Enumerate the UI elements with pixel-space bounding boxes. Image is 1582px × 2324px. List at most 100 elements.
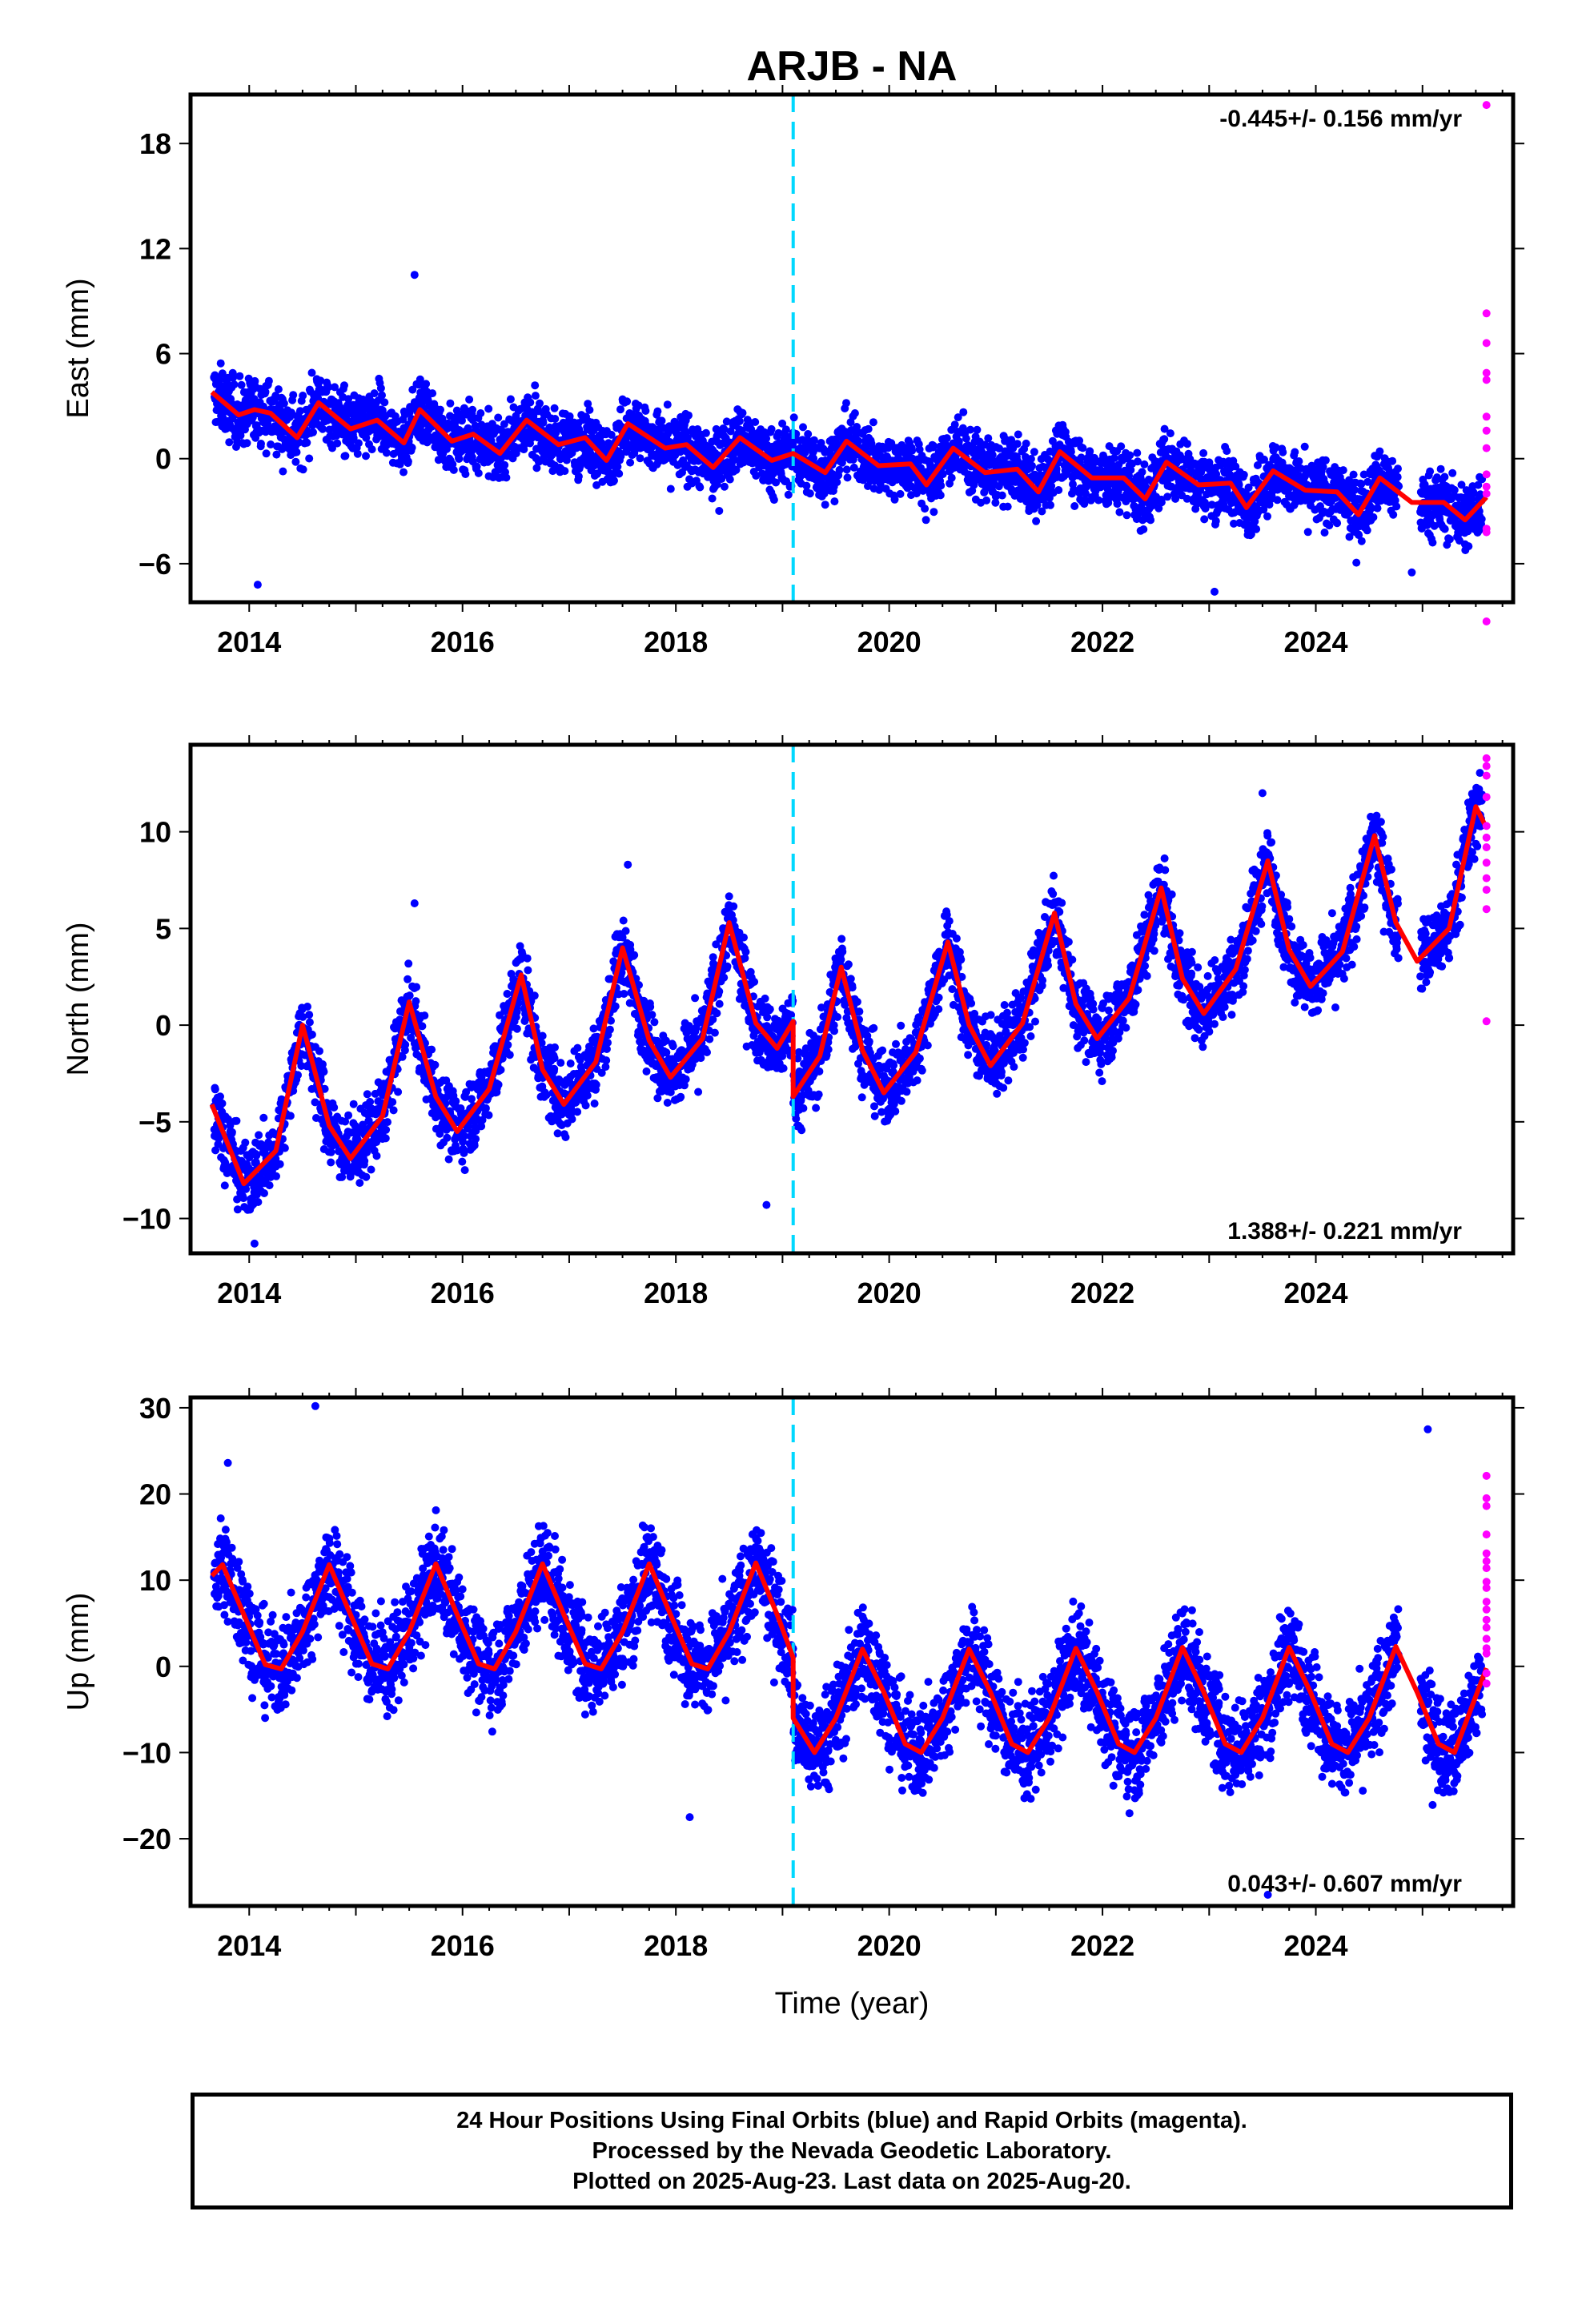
final-orbit-point bbox=[1110, 454, 1118, 462]
final-orbit-point bbox=[954, 437, 963, 446]
final-orbit-point bbox=[1077, 453, 1086, 462]
final-orbit-point bbox=[532, 464, 541, 472]
final-orbit-point bbox=[915, 445, 924, 454]
final-orbit-point bbox=[1352, 558, 1361, 567]
final-orbit-point bbox=[1321, 456, 1330, 464]
final-orbit-point bbox=[1211, 517, 1220, 525]
final-orbit-point bbox=[817, 439, 825, 447]
final-orbit-point bbox=[1391, 496, 1399, 505]
final-orbit-point bbox=[422, 380, 431, 388]
final-orbit-point bbox=[324, 383, 333, 392]
final-orbit-point bbox=[305, 1011, 314, 1019]
final-orbit-point bbox=[232, 1116, 241, 1125]
final-orbit-point bbox=[531, 392, 540, 400]
final-orbit-point bbox=[476, 409, 485, 417]
final-orbit-point bbox=[261, 388, 270, 396]
final-orbit-point bbox=[772, 478, 781, 487]
final-orbit-point bbox=[416, 375, 424, 384]
final-orbit-point bbox=[506, 395, 515, 404]
final-orbit-point bbox=[896, 489, 905, 498]
final-orbit-point bbox=[376, 384, 385, 392]
final-orbit-point bbox=[360, 1156, 369, 1165]
rapid-orbit-point bbox=[1482, 470, 1491, 479]
final-orbit-point bbox=[616, 452, 625, 460]
final-orbit-point bbox=[412, 983, 421, 991]
final-orbit-point bbox=[1464, 542, 1473, 551]
final-orbit-point bbox=[784, 490, 793, 499]
final-orbit-point bbox=[1163, 493, 1172, 501]
x-tick-label: 2022 bbox=[1070, 625, 1134, 658]
final-orbit-point bbox=[1279, 448, 1287, 456]
final-orbit-point bbox=[444, 1155, 453, 1164]
final-orbit-point bbox=[833, 478, 841, 487]
final-orbit-point bbox=[349, 1100, 358, 1108]
final-orbit-point bbox=[446, 399, 455, 408]
final-orbit-point bbox=[1426, 467, 1435, 476]
final-orbit-point bbox=[455, 455, 464, 463]
final-orbit-point bbox=[378, 391, 386, 400]
final-orbit-point bbox=[998, 491, 1006, 500]
final-orbit-point bbox=[265, 1181, 274, 1190]
final-orbit-point bbox=[1351, 485, 1359, 494]
final-orbit-point bbox=[991, 498, 1000, 507]
final-orbit-point bbox=[1066, 448, 1075, 456]
final-orbit-point bbox=[930, 441, 938, 450]
final-orbit-point bbox=[1440, 472, 1449, 481]
final-orbit-point bbox=[1375, 447, 1384, 456]
final-orbit-point bbox=[551, 415, 560, 423]
final-orbit-point bbox=[338, 1172, 347, 1181]
final-orbit-point bbox=[418, 1022, 427, 1031]
final-orbit-point bbox=[1392, 502, 1401, 511]
final-orbit-point bbox=[291, 457, 300, 466]
rapid-orbit-point bbox=[1482, 444, 1491, 452]
final-orbit-point bbox=[1271, 443, 1280, 452]
rapid-orbit-point bbox=[1482, 617, 1491, 625]
x-tick-label: 2016 bbox=[431, 625, 495, 658]
final-orbit-point bbox=[235, 372, 244, 380]
final-orbit-point bbox=[607, 430, 616, 439]
final-orbit-point bbox=[1367, 504, 1376, 513]
final-orbit-point bbox=[311, 1098, 319, 1107]
final-orbit-point bbox=[1003, 502, 1012, 511]
final-orbit-point bbox=[388, 1098, 397, 1107]
rapid-orbit-point bbox=[1482, 376, 1491, 384]
final-orbit-point bbox=[289, 391, 298, 400]
final-orbit-point bbox=[254, 1198, 263, 1206]
final-orbit-point bbox=[1428, 538, 1437, 547]
final-orbit-point bbox=[1157, 498, 1166, 507]
final-orbit-point bbox=[253, 581, 262, 589]
final-orbit-point bbox=[853, 423, 861, 431]
final-orbit-point bbox=[950, 420, 959, 429]
final-orbit-point bbox=[593, 469, 602, 478]
final-orbit-point bbox=[767, 424, 776, 433]
final-orbit-point bbox=[982, 496, 991, 505]
rate-annotation: -0.445+/- 0.156 mm/yr bbox=[1219, 106, 1462, 132]
final-orbit-point bbox=[1126, 451, 1134, 460]
final-orbit-point bbox=[259, 1113, 268, 1122]
final-orbit-point bbox=[309, 428, 317, 436]
final-orbit-point bbox=[408, 385, 417, 394]
final-orbit-point bbox=[720, 482, 729, 491]
final-orbit-point bbox=[1081, 496, 1090, 505]
final-orbit-point bbox=[875, 485, 884, 494]
y-tick-label: 12 bbox=[139, 232, 171, 265]
final-orbit-point bbox=[295, 407, 304, 416]
final-orbit-point bbox=[1199, 448, 1208, 457]
final-orbit-point bbox=[404, 975, 412, 983]
final-orbit-point bbox=[973, 425, 982, 434]
final-orbit-point bbox=[319, 1060, 327, 1068]
final-orbit-point bbox=[328, 444, 336, 452]
final-orbit-point bbox=[353, 449, 362, 458]
final-orbit-point bbox=[725, 475, 734, 484]
final-orbit-point bbox=[344, 1111, 353, 1120]
final-orbit-point bbox=[331, 383, 339, 392]
final-orbit-point bbox=[1388, 456, 1397, 465]
final-orbit-point bbox=[241, 1138, 250, 1147]
final-orbit-point bbox=[751, 418, 760, 426]
final-orbit-point bbox=[1407, 568, 1416, 577]
y-tick-label: −6 bbox=[139, 548, 171, 581]
final-orbit-point bbox=[1022, 439, 1030, 448]
